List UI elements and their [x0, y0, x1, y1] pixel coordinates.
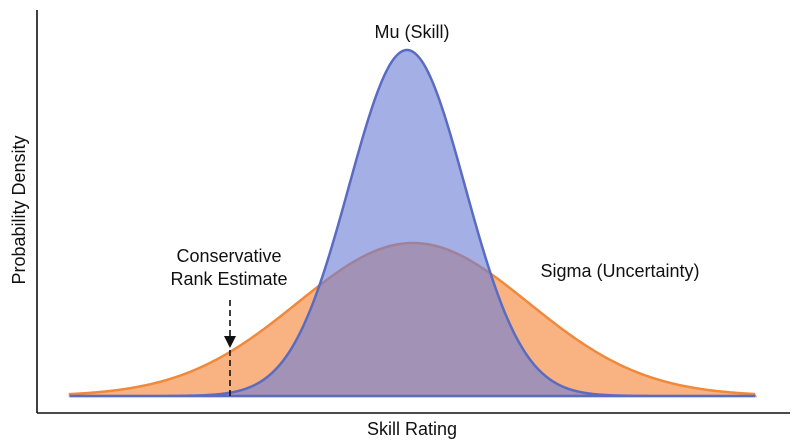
conservative-label: Conservative: [176, 246, 281, 266]
mu-curve: [70, 48, 755, 398]
conservative-label: Rank Estimate: [170, 269, 287, 289]
x-axis-label: Skill Rating: [367, 419, 457, 439]
mu-label: Mu (Skill): [375, 22, 450, 42]
arrow-head: [224, 336, 236, 348]
y-axis-label: Probability Density: [9, 135, 29, 284]
sigma-label: Sigma (Uncertainty): [540, 261, 699, 281]
